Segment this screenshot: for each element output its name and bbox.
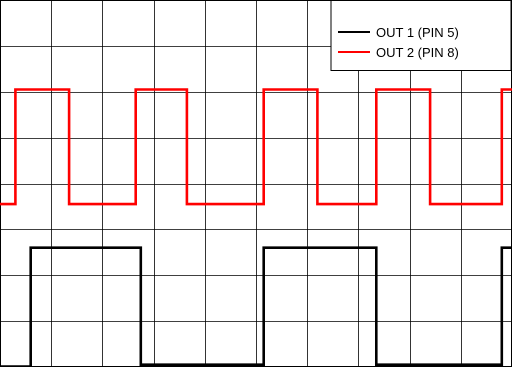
trace-out2 [0,88,512,206]
legend: OUT 1 (PIN 5) OUT 2 (PIN 8) [330,0,512,71]
legend-box [330,0,512,71]
trace-out1 [0,246,512,367]
waveform-traces [0,88,512,367]
legend-label-out1: OUT 1 (PIN 5) [376,25,459,40]
legend-label-out2: OUT 2 (PIN 8) [376,45,459,60]
